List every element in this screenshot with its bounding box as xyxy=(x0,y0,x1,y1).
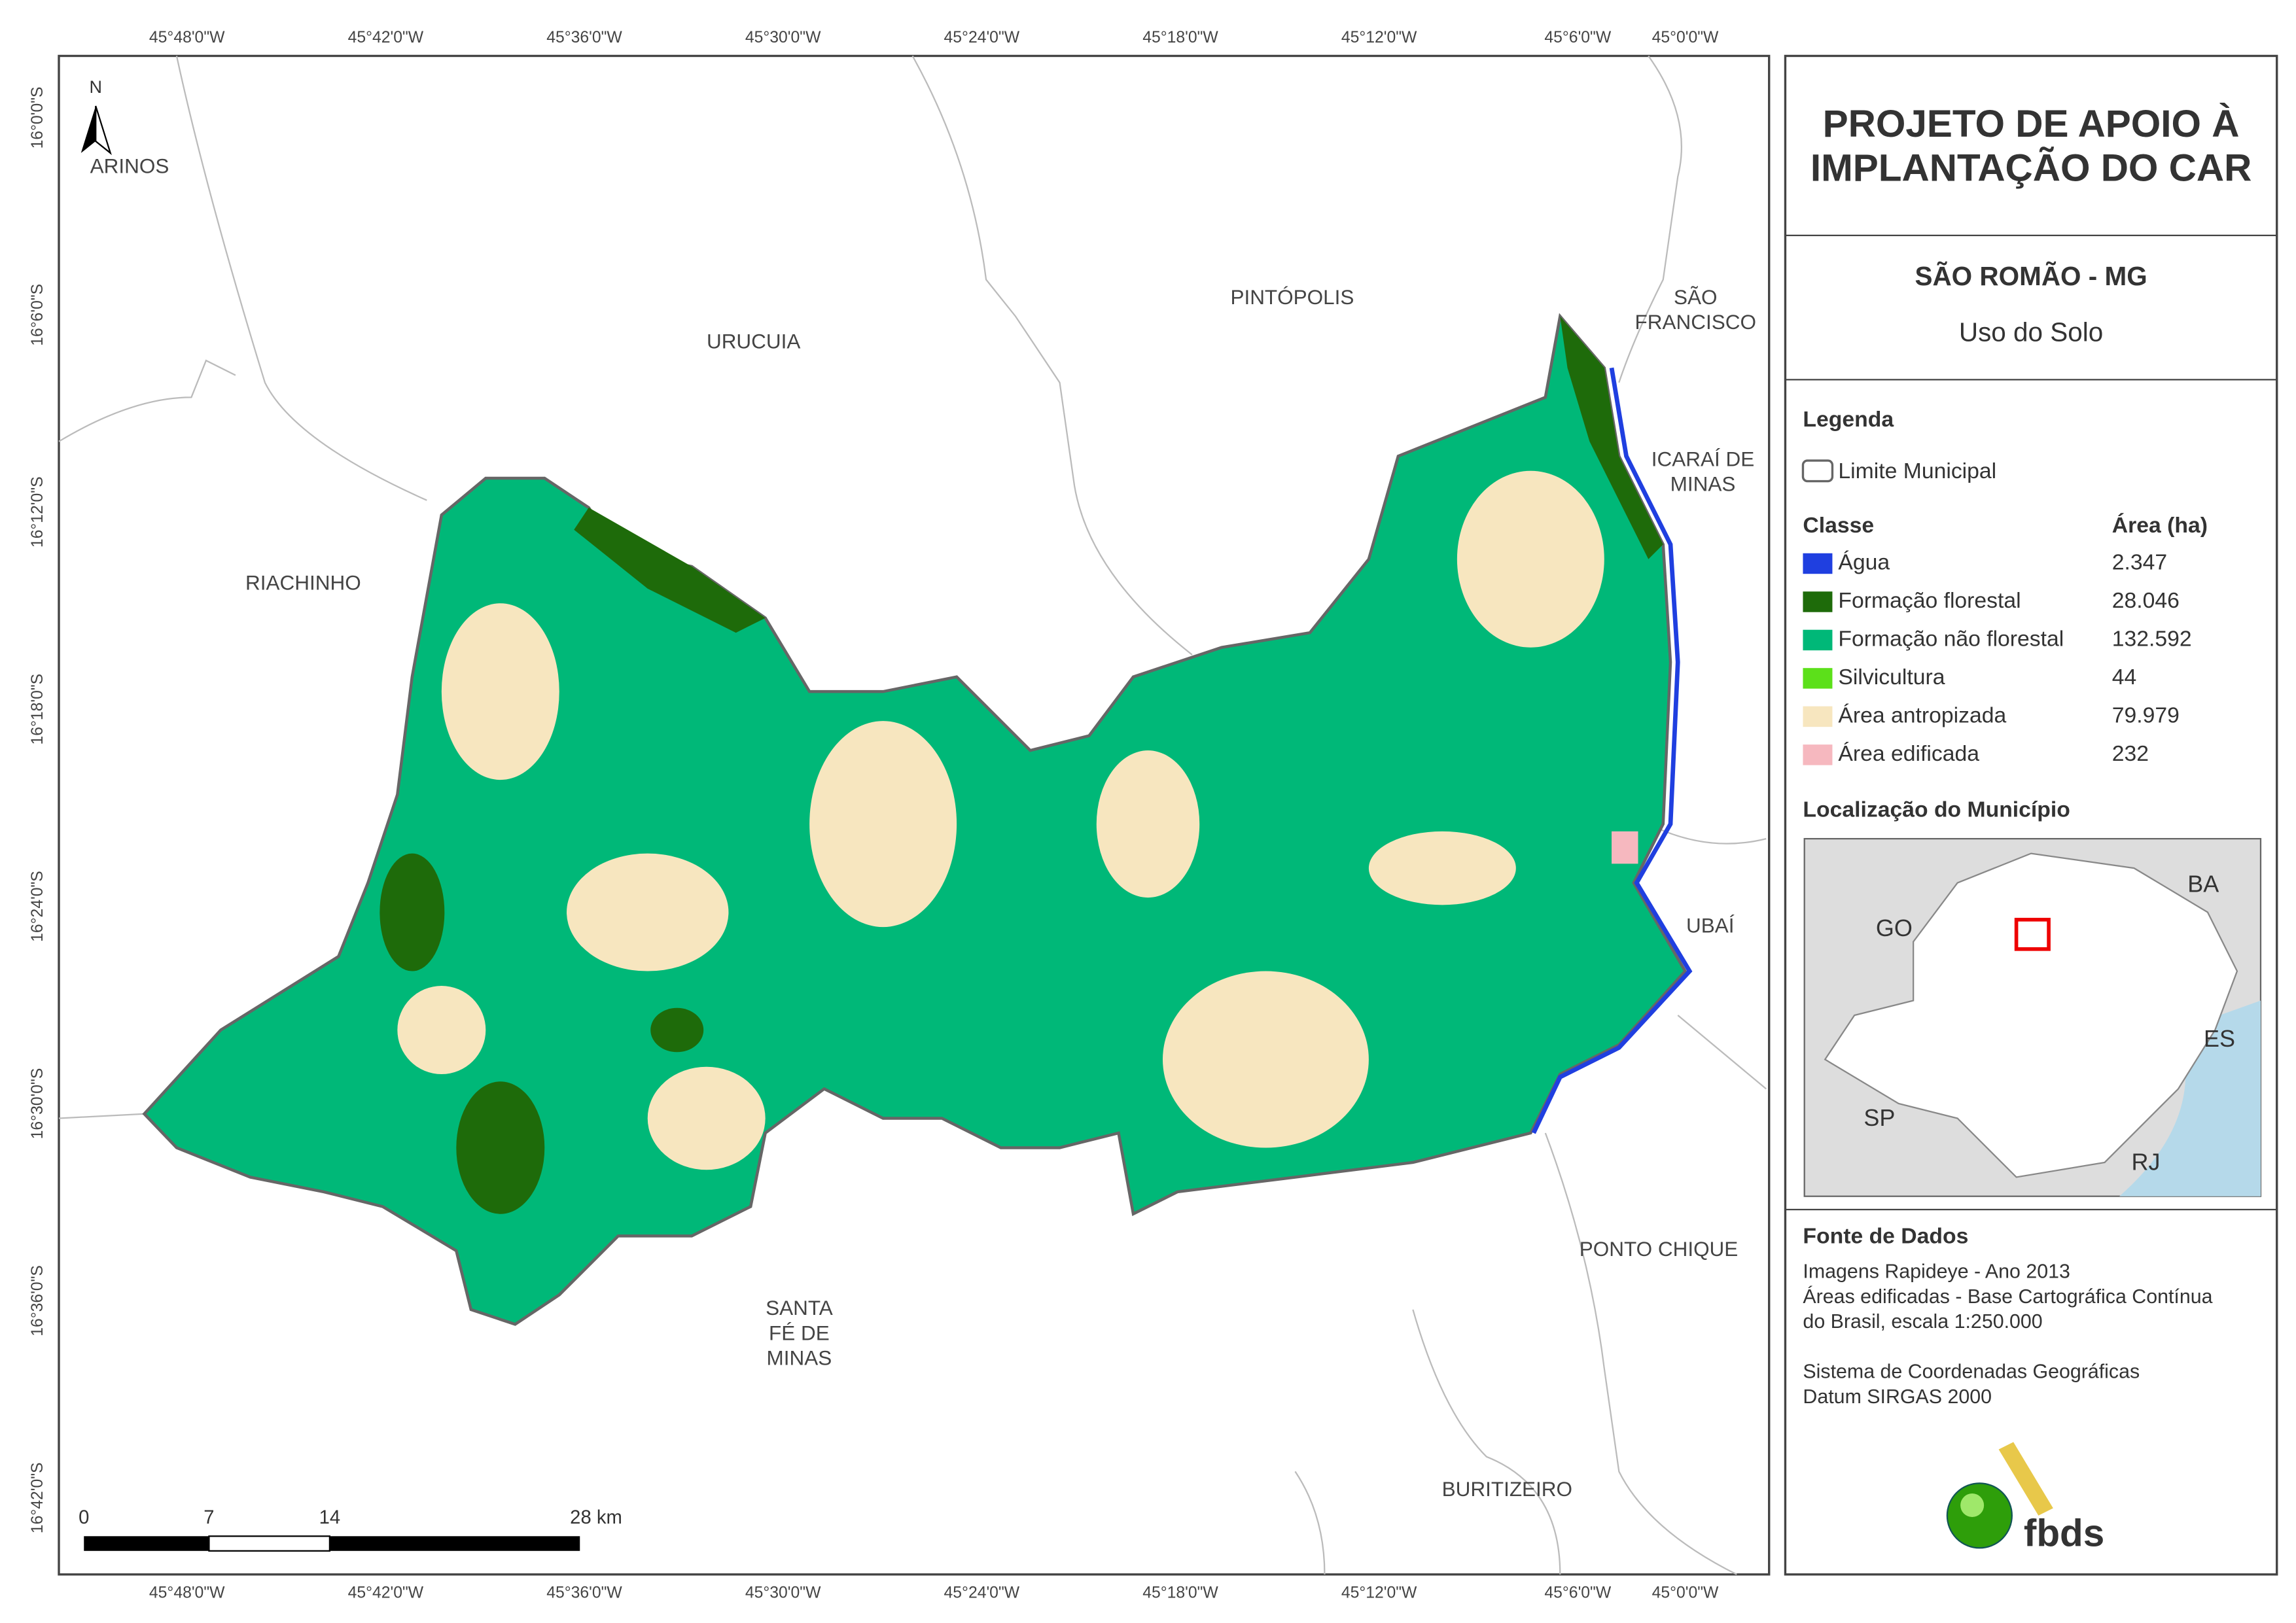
legend-area: 2.347 xyxy=(2112,550,2167,574)
river xyxy=(1531,367,1693,1134)
longitude-label: 45°30'0"W xyxy=(745,29,821,46)
municipality-label: ICARAÍ DE xyxy=(1651,447,1754,470)
municipality-label: SANTA xyxy=(766,1296,833,1319)
longitude-label: 45°30'0"W xyxy=(745,1584,821,1602)
legend-area: 132.592 xyxy=(2112,626,2192,651)
forest-patches xyxy=(380,316,1663,1214)
scale-bar: 0 7 14 28 km xyxy=(79,1507,622,1552)
state-label: ES xyxy=(2204,1025,2235,1052)
legend-swatch xyxy=(1803,629,1833,651)
longitude-label: 45°36'0"W xyxy=(546,1584,622,1602)
legend-class: Água xyxy=(1838,550,1890,574)
longitude-label: 45°0'0"W xyxy=(1652,1584,1719,1602)
legend-class: Formação não florestal xyxy=(1838,626,2064,651)
longitude-label: 45°24'0"W xyxy=(944,29,1020,46)
urban-area xyxy=(1612,831,1638,864)
longitude-label: 45°0'0"W xyxy=(1652,29,1719,46)
municipality-label: FRANCISCO xyxy=(1635,310,1756,334)
state-label: RJ xyxy=(2132,1149,2161,1176)
municipality-label: FÉ DE xyxy=(769,1321,830,1344)
class-header: Classe xyxy=(1803,513,1874,538)
legend-swatch xyxy=(1803,706,1833,727)
legend-title: Legenda xyxy=(1803,407,1894,432)
municipality-label: PINTÓPOLIS xyxy=(1230,285,1354,309)
source-line: Áreas edificadas - Base Cartográfica Con… xyxy=(1803,1286,2212,1308)
municipality-label: URUCUIA xyxy=(707,329,800,353)
legend-area: 44 xyxy=(2112,665,2137,689)
boundary-label: Limite Municipal xyxy=(1838,459,1996,483)
latitude-label: 16°0'0"S xyxy=(29,86,46,148)
longitude-label: 45°12'0"W xyxy=(1341,1584,1417,1602)
logo-text: fbds xyxy=(2024,1512,2104,1555)
scale-label: 14 xyxy=(319,1507,341,1528)
legend-class: Silvicultura xyxy=(1838,665,1945,689)
longitude-label: 45°6'0"W xyxy=(1544,1584,1611,1602)
legend-area: 79.979 xyxy=(2112,703,2180,727)
municipality-label: UBAÍ xyxy=(1686,913,1735,937)
legend-class: Área edificada xyxy=(1838,741,1979,766)
longitude-label: 45°24'0"W xyxy=(944,1584,1020,1602)
side-panel: PROJETO DE APOIO À IMPLANTAÇÃO DO CAR SÃ… xyxy=(1784,54,2278,1576)
anthropized-patches xyxy=(397,470,1604,1170)
municipality-label: BURITIZEIRO xyxy=(1442,1477,1572,1501)
legend-area: 28.046 xyxy=(2112,588,2180,613)
source-line: do Brasil, escala 1:250.000 xyxy=(1803,1311,2042,1333)
municipality-label: RIACHINHO xyxy=(245,570,361,594)
latitude-label: 16°36'0"S xyxy=(29,1265,46,1336)
boundary-swatch xyxy=(1801,459,1834,483)
longitude-label: 45°48'0"W xyxy=(149,1584,225,1602)
legend-area: 232 xyxy=(2112,741,2149,766)
legend-swatch xyxy=(1803,553,1833,574)
legend-class: Área antropizada xyxy=(1838,703,2006,727)
subtitle: SÃO ROMÃO - MG xyxy=(1915,261,2147,291)
title-line: PROJETO DE APOIO À xyxy=(1823,102,2240,145)
longitude-label: 45°36'0"W xyxy=(546,29,622,46)
municipality-label: PONTO CHIQUE xyxy=(1580,1237,1739,1261)
legend-class: Formação florestal xyxy=(1838,588,2021,613)
longitude-label: 45°6'0"W xyxy=(1544,29,1611,46)
latitude-label: 16°12'0"S xyxy=(29,476,46,548)
scale-label: 28 km xyxy=(570,1507,622,1528)
theme: Uso do Solo xyxy=(1959,317,2103,347)
location-title: Localização do Município xyxy=(1803,797,2070,822)
map-frame: N 0 7 14 28 km xyxy=(58,54,1771,1576)
latitude-label: 16°6'0"S xyxy=(29,284,46,346)
legend-swatch xyxy=(1803,668,1833,689)
longitude-label: 45°12'0"W xyxy=(1341,29,1417,46)
location-inset xyxy=(1803,837,2262,1197)
sources-title: Fonte de Dados xyxy=(1803,1224,1968,1249)
longitude-label: 45°18'0"W xyxy=(1142,29,1218,46)
municipality-label: MINAS xyxy=(1670,472,1736,496)
north-label: N xyxy=(89,77,102,97)
state-label: SP xyxy=(1863,1104,1895,1131)
latitude-label: 16°42'0"S xyxy=(29,1462,46,1533)
longitude-label: 45°42'0"W xyxy=(348,1584,424,1602)
scale-label: 7 xyxy=(203,1507,214,1528)
legend-swatch xyxy=(1803,591,1833,612)
latitude-label: 16°24'0"S xyxy=(29,871,46,942)
source-line: Datum SIRGAS 2000 xyxy=(1803,1386,1992,1408)
state-label: GO xyxy=(1876,915,1913,941)
longitude-label: 45°48'0"W xyxy=(149,29,225,46)
latitude-label: 16°30'0"S xyxy=(29,1068,46,1140)
state-label: BA xyxy=(2187,871,2219,898)
longitude-label: 45°42'0"W xyxy=(348,29,424,46)
municipality-label: SÃO xyxy=(1674,285,1718,309)
municipality-label: ARINOS xyxy=(90,154,169,178)
scale-label: 0 xyxy=(79,1507,89,1528)
title-line: IMPLANTAÇÃO DO CAR xyxy=(1810,146,2252,189)
latitude-label: 16°18'0"S xyxy=(29,674,46,745)
legend-swatch xyxy=(1803,744,1833,765)
source-line: Imagens Rapideye - Ano 2013 xyxy=(1803,1261,2070,1283)
longitude-label: 45°18'0"W xyxy=(1142,1584,1218,1602)
source-line: Sistema de Coordenadas Geográficas xyxy=(1803,1361,2140,1383)
logo xyxy=(1946,1442,2053,1549)
area-header: Área (ha) xyxy=(2112,513,2208,538)
municipality-label: MINAS xyxy=(767,1346,832,1370)
